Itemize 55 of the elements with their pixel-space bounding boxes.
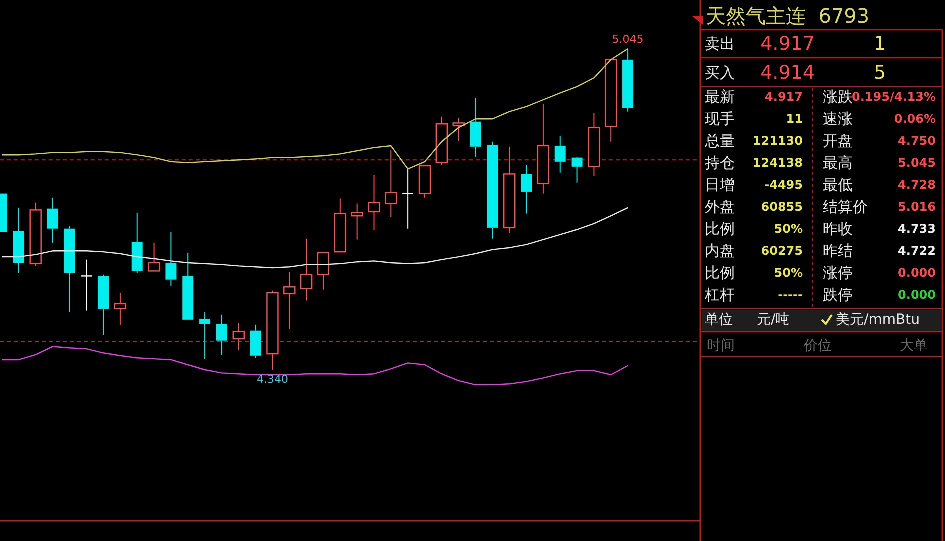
text: 元/吨 (757, 312, 790, 328)
text: 0.000 (898, 288, 936, 302)
annotation: 4.340 (256, 373, 288, 386)
text: -4495 (764, 178, 803, 192)
text: 4.733 (898, 222, 936, 236)
text: 0.06% (894, 112, 936, 126)
text: 日增 (705, 176, 735, 194)
text: 0.000 (898, 266, 936, 280)
text: 总量 (704, 132, 735, 150)
text: 开盘 (823, 132, 853, 150)
text: 121130 (752, 134, 803, 148)
text: 杠杆 (704, 286, 735, 304)
text: 5.045 (898, 156, 936, 170)
text: 速涨 (823, 110, 853, 128)
text: 1 (874, 33, 886, 55)
text: 天然气主连 6793 (706, 4, 870, 28)
text: 124138 (752, 156, 803, 170)
text: 比例 (705, 264, 735, 282)
text: 内盘 (705, 242, 735, 260)
text: 60275 (761, 244, 803, 258)
text: 5 (874, 62, 886, 84)
text: 昨收 (823, 220, 853, 238)
text: 4.750 (898, 134, 936, 148)
text: 涨停 (823, 264, 853, 282)
text: ----- (778, 288, 804, 302)
text: 单位 (705, 312, 733, 328)
text: 11 (786, 112, 803, 126)
annotation: 5.045 (612, 33, 644, 46)
text: 持仓 (705, 154, 735, 172)
text: 60855 (761, 200, 803, 214)
text: 最新 (705, 88, 735, 106)
text: 现手 (705, 110, 735, 128)
text: 跌停 (823, 286, 853, 304)
text: 美元/mmBtu (836, 312, 920, 328)
text: 4.722 (898, 244, 936, 258)
text: 最低 (823, 176, 853, 194)
text: 涨跌 (823, 88, 853, 106)
text: 昨结 (823, 242, 853, 260)
text: 大单 (900, 338, 928, 354)
text: 价位 (803, 338, 832, 354)
text: 买入 (705, 64, 735, 82)
text: 4.914 (760, 62, 815, 84)
text: 外盘 (705, 198, 735, 216)
text: 卖出 (705, 35, 735, 53)
text: 结算价 (823, 198, 868, 216)
text: 最高 (823, 154, 853, 172)
text: 4.917 (765, 90, 803, 104)
text: 时间 (707, 338, 735, 354)
text: 4.917 (760, 33, 815, 55)
text: 50% (774, 222, 803, 236)
text: 4.728 (898, 178, 936, 192)
text: 50% (774, 266, 803, 280)
text: 比例 (705, 220, 735, 238)
text: 5.016 (898, 200, 936, 214)
text: 0.195/4.13% (852, 90, 936, 104)
